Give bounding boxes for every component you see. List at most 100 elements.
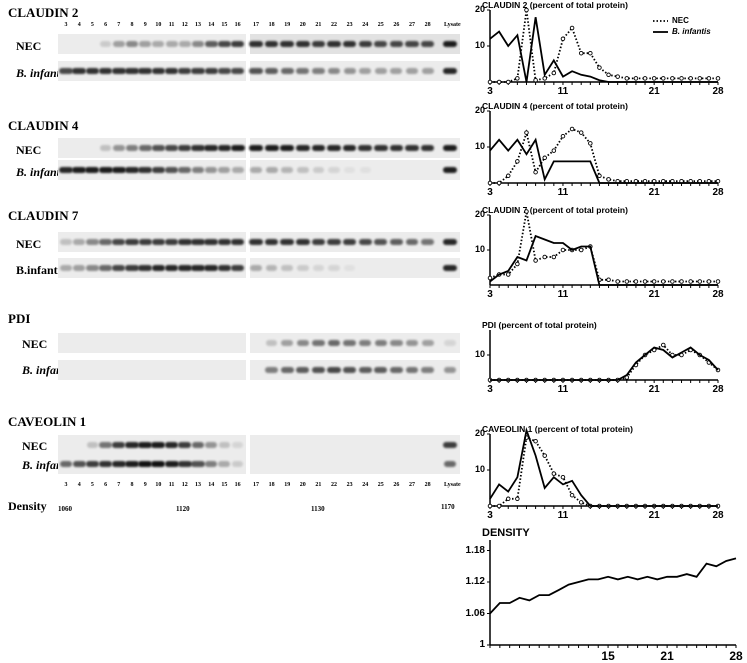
data-point	[606, 177, 611, 182]
lane-number: 10	[155, 22, 162, 28]
lane-number: 19	[284, 482, 291, 488]
blot-strip	[250, 454, 460, 474]
lane-number: 9	[143, 22, 147, 28]
blot-band	[280, 68, 294, 74]
y-tick-label: 1.18	[465, 544, 485, 556]
blot-strip	[58, 360, 246, 380]
series-line-binfantis	[489, 234, 718, 286]
lane-number: 23	[346, 482, 353, 488]
series-line-nec	[490, 436, 718, 507]
blot-band	[250, 167, 262, 173]
data-point	[679, 76, 684, 81]
blot-title: PDI	[8, 311, 31, 326]
blot-band	[139, 41, 152, 47]
data-point	[697, 503, 703, 509]
blot-band	[421, 340, 434, 346]
blot-band	[443, 239, 457, 245]
data-point	[642, 503, 648, 509]
blot-band	[359, 167, 371, 173]
lane-number: 3	[64, 482, 68, 488]
lane-number: 16	[234, 482, 241, 488]
blot-band	[138, 167, 152, 173]
blot-row-label: NEC	[22, 439, 48, 453]
lane-number: 4	[77, 482, 81, 488]
blot-band	[99, 265, 112, 271]
lane-number: 13	[195, 482, 201, 488]
blot-band	[138, 145, 152, 151]
lysate-label: Lysate	[444, 22, 461, 28]
y-tick-label: 10	[474, 244, 485, 254]
data-point	[515, 159, 520, 164]
blot-band	[343, 340, 356, 346]
blot-band	[86, 239, 99, 245]
data-point	[588, 377, 593, 383]
blot-band	[358, 340, 372, 346]
data-point	[615, 178, 620, 184]
data-point	[487, 180, 493, 186]
blot-band	[99, 239, 112, 245]
blot-band	[327, 145, 341, 151]
blot-band	[85, 461, 100, 467]
data-point	[624, 76, 630, 81]
x-tick-label: 11	[557, 187, 569, 198]
blot-band	[112, 41, 125, 47]
blot-band	[420, 41, 435, 47]
lysate-label: Lysate	[444, 482, 461, 488]
blot-band	[311, 145, 326, 151]
density-label: Density	[8, 499, 47, 513]
data-point	[487, 79, 493, 85]
blot-band	[138, 461, 153, 467]
data-point	[588, 503, 593, 509]
y-tick-label: 10	[474, 141, 485, 151]
series-line-binfantis	[489, 427, 718, 507]
x-tick-label: 21	[648, 86, 660, 97]
lane-number: 25	[377, 22, 384, 28]
data-point	[633, 503, 639, 509]
blot-band	[98, 68, 113, 74]
data-point	[533, 438, 538, 444]
blot-row-label: NEC	[16, 39, 42, 53]
blot-band	[164, 461, 179, 467]
data-point	[715, 367, 721, 373]
blot-band	[111, 167, 126, 173]
lane-number: 19	[284, 22, 291, 28]
blot-band	[230, 145, 245, 151]
blot-band	[125, 442, 139, 448]
blot-band	[443, 461, 457, 467]
blot-band	[311, 239, 326, 245]
blot-band	[265, 68, 279, 74]
lane-number: 27	[409, 22, 415, 28]
y-tick-label: 20	[474, 105, 485, 115]
blot-band	[296, 340, 309, 346]
data-point	[551, 471, 557, 476]
data-point	[505, 496, 511, 502]
blot-band	[405, 367, 419, 373]
blot-band	[204, 461, 218, 467]
data-point	[606, 377, 611, 383]
blot-band	[138, 68, 152, 74]
lane-number: 17	[253, 482, 259, 488]
blot-band	[443, 41, 457, 47]
y-tick-label: 10	[474, 40, 485, 50]
blot-band	[420, 145, 435, 151]
data-point	[515, 261, 520, 267]
data-point	[578, 500, 584, 505]
data-point	[624, 279, 630, 284]
blot-band	[218, 461, 231, 467]
blot-band	[191, 41, 205, 47]
blot-band	[312, 167, 325, 173]
blot-band	[328, 265, 340, 271]
blot-band	[264, 41, 279, 47]
blot-band	[405, 340, 419, 346]
data-point	[624, 503, 630, 509]
blot-band	[125, 167, 139, 173]
x-tick-label: 3	[487, 187, 493, 198]
blot-band	[204, 41, 218, 47]
data-point	[633, 362, 639, 368]
blot-band	[72, 167, 87, 173]
blot-band	[165, 167, 179, 173]
blot-band	[204, 239, 218, 245]
blot-band	[327, 340, 341, 346]
blot-band	[281, 340, 294, 346]
